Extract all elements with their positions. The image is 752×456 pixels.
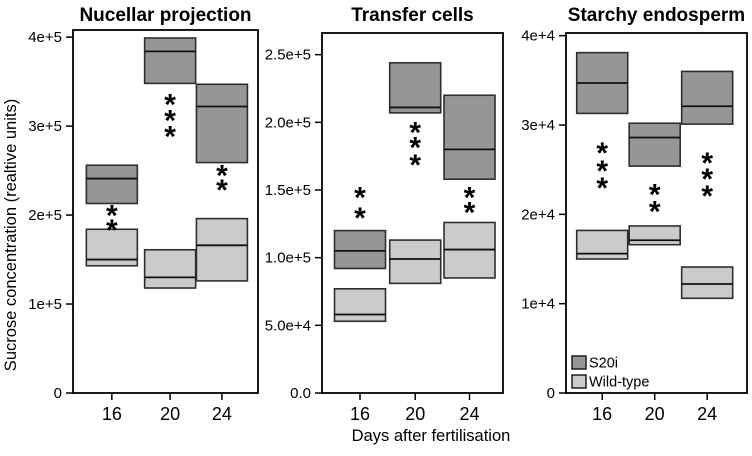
panel-starchy-endosperm: Starchy endosperm 0 1e+4 2e+4 3e+4 4e+4 16 20 24… — [521, 5, 748, 424]
x-tick-label: 16 — [592, 404, 612, 424]
panel-nucellar-projection: Nucellar projection 0 1e+5 2e+5 3e+5 4e+5 16 20… — [28, 5, 259, 424]
y-tick-label: 5.0e+4 — [265, 317, 311, 334]
box-s20i-day20 — [388, 61, 442, 114]
significance-star: * — [164, 104, 176, 137]
panel-title: Transfer cells — [351, 5, 474, 26]
y-tick-label: 4e+4 — [521, 28, 555, 45]
legend-label-wild-type: Wild-type — [589, 375, 649, 391]
box-s20i-day20 — [143, 37, 197, 85]
x-axis-label: Days after fertilisation — [352, 427, 511, 445]
significance-star: * — [216, 160, 228, 193]
box-wild-type-day16 — [575, 229, 629, 260]
legend-swatch-wild-type — [571, 374, 587, 389]
significance-star: * — [354, 202, 366, 235]
box-wild-type-day20 — [628, 225, 681, 246]
box-wild-type-day24 — [680, 266, 734, 300]
box-s20i-day24 — [680, 70, 734, 125]
y-tick-label: 4e+5 — [28, 29, 62, 46]
significance-star: * — [164, 88, 176, 121]
significance-star: * — [106, 214, 118, 247]
y-tick-label: 1.0e+5 — [265, 250, 311, 267]
x-tick-label: 24 — [212, 404, 232, 424]
y-tick-label: 1e+4 — [521, 296, 555, 313]
significance-star: * — [409, 117, 421, 150]
x-tick-label: 20 — [160, 404, 180, 424]
significance-star: * — [216, 174, 228, 207]
y-tick-label: 2.0e+5 — [265, 114, 311, 131]
x-tick-label: 24 — [697, 404, 717, 424]
box-wild-type-day24 — [195, 217, 249, 282]
significance-star: * — [649, 195, 661, 228]
significance-star: * — [701, 163, 713, 196]
box-s20i-day20 — [628, 122, 681, 167]
significance-star: * — [464, 182, 476, 215]
box-wild-type-day20 — [388, 239, 442, 285]
y-tick-label: 0 — [54, 385, 62, 402]
significance-star: * — [464, 197, 476, 230]
significance-star: * — [164, 120, 176, 153]
y-tick-label: 3e+5 — [28, 118, 62, 135]
y-tick-label: 0 — [547, 385, 555, 402]
significance-star: * — [596, 137, 608, 170]
significance-star: * — [596, 172, 608, 205]
x-tick-label: 20 — [645, 404, 665, 424]
y-tick-label: 3e+4 — [521, 117, 555, 134]
legend: S20i Wild-type — [571, 355, 649, 391]
significance-star: * — [701, 147, 713, 180]
panel-title: Nucellar projection — [79, 5, 251, 26]
y-tick-label: 2e+4 — [521, 206, 555, 223]
significance-star: * — [409, 149, 421, 182]
legend-swatch-s20i — [571, 355, 587, 370]
significance-star: * — [701, 180, 713, 213]
box-s20i-day24 — [443, 94, 496, 180]
box-s20i-day24 — [195, 83, 249, 164]
y-axis-label: Sucrose concentration (realtive units) — [2, 99, 20, 371]
significance-star: * — [596, 155, 608, 188]
x-tick-label: 16 — [102, 404, 122, 424]
x-tick-label: 16 — [350, 404, 370, 424]
significance-star: * — [354, 182, 366, 215]
significance-star: * — [106, 200, 118, 233]
y-tick-label: 1e+5 — [28, 296, 62, 313]
panel-title: Starchy endosperm — [568, 5, 745, 26]
box-s20i-day16 — [85, 164, 139, 205]
y-tick-label: 0.0 — [290, 385, 311, 402]
box-wild-type-day20 — [143, 248, 197, 289]
box-s20i-day16 — [333, 229, 387, 270]
y-tick-label: 2.5e+5 — [265, 47, 311, 64]
legend-label-s20i: S20i — [589, 356, 618, 372]
y-tick-label: 2e+5 — [28, 207, 62, 224]
significance-star: * — [409, 132, 421, 165]
box-wild-type-day16 — [333, 287, 387, 323]
x-tick-label: 20 — [405, 404, 425, 424]
panel-transfer-cells: Transfer cells 0.0 5.0e+4 1.0e+5 1.5e+5 2.0e+… — [265, 5, 504, 424]
y-tick-label: 1.5e+5 — [265, 182, 311, 199]
significance-star: * — [649, 178, 661, 211]
x-tick-label: 24 — [459, 404, 479, 424]
